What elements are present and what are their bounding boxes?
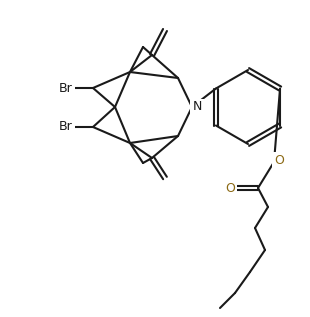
Text: O: O — [225, 182, 235, 195]
Text: Br: Br — [59, 120, 73, 133]
Text: N: N — [192, 100, 202, 113]
Text: Br: Br — [59, 81, 73, 94]
Text: O: O — [274, 153, 284, 166]
